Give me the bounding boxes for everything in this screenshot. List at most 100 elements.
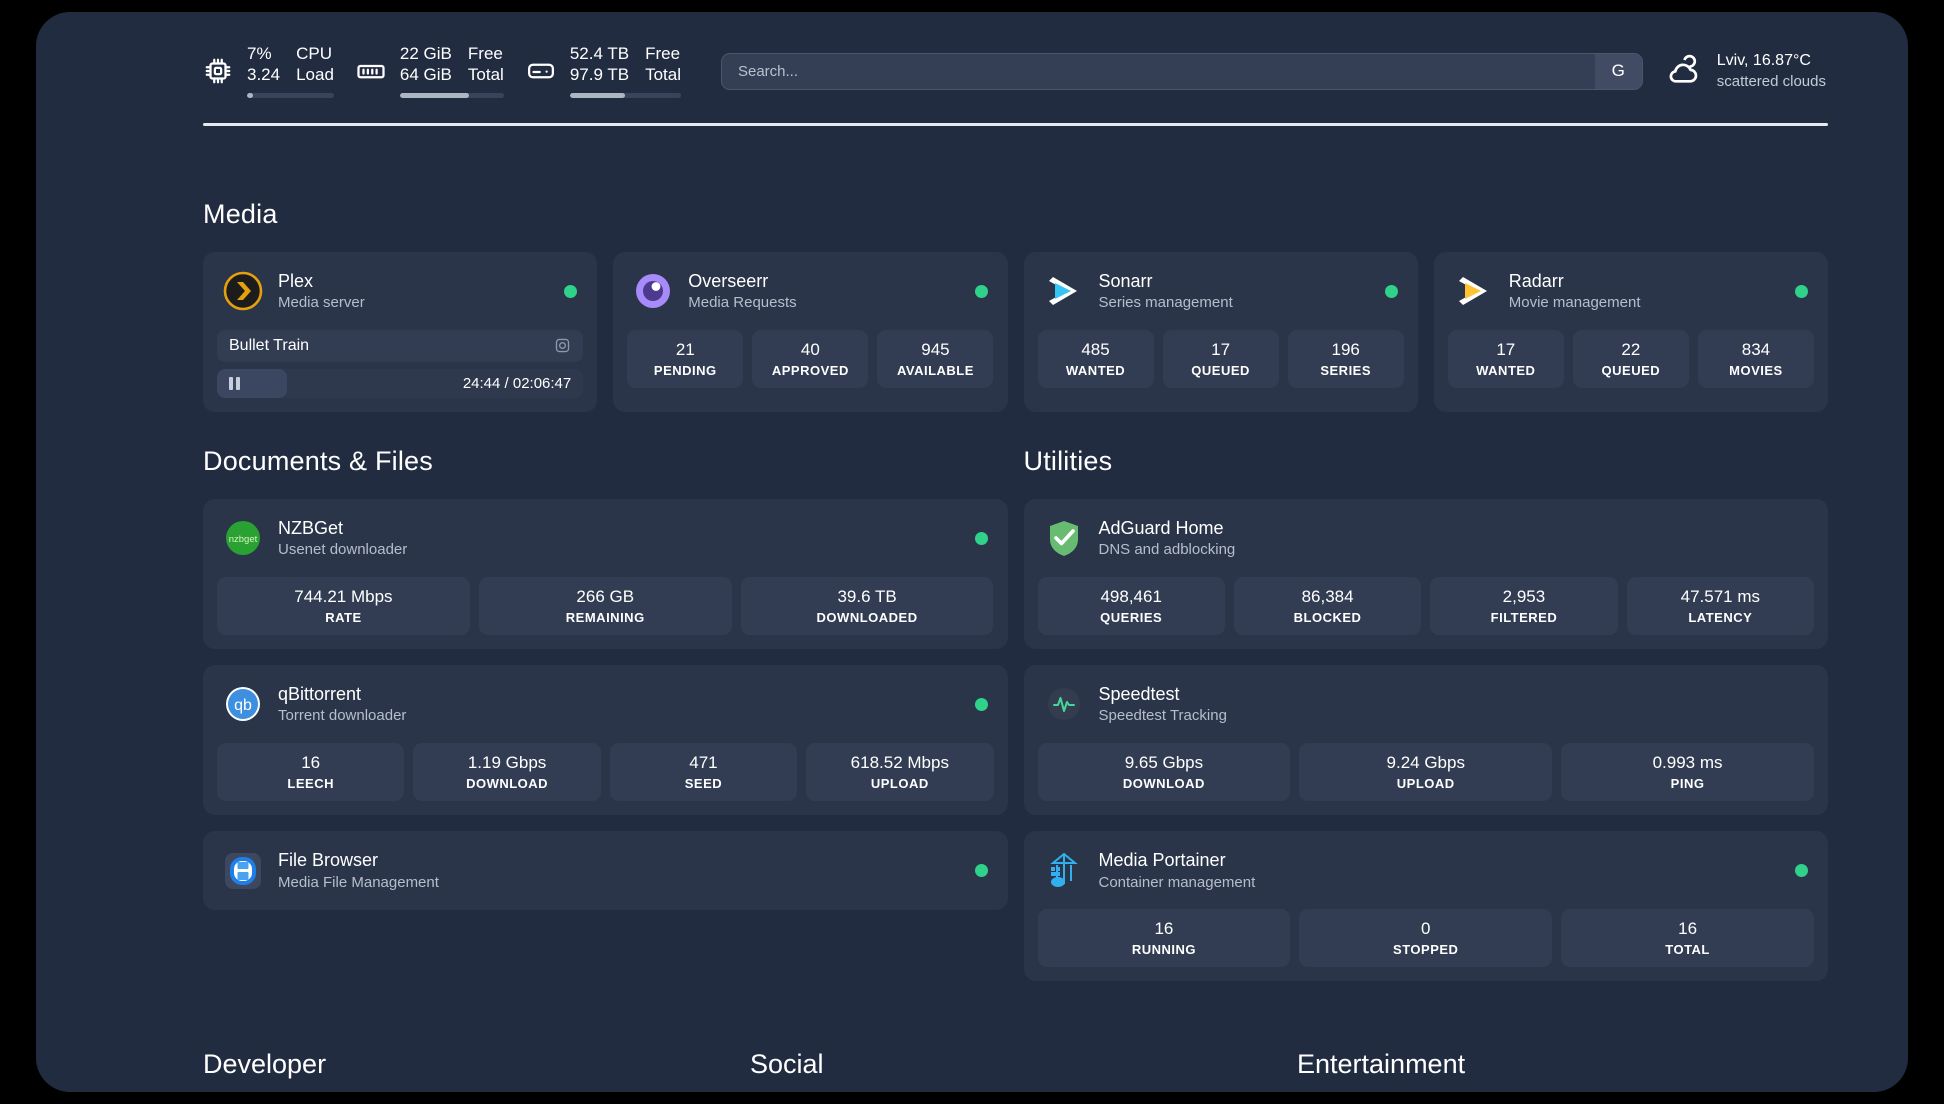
search-bar[interactable]: G	[720, 52, 1643, 90]
qbittorrent-name: qBittorrent	[278, 684, 362, 705]
portainer-desc: Container management	[1098, 873, 1256, 891]
overseerr-desc: Media Requests	[688, 294, 797, 312]
stat-value: 39.6 TB	[837, 586, 897, 606]
qbittorrent-icon: qb	[223, 684, 263, 724]
pause-icon[interactable]	[229, 376, 240, 390]
media-section: Media Plex Media server	[203, 199, 1828, 412]
memory-usage-bar	[399, 92, 504, 98]
portainer-icon	[1044, 851, 1084, 891]
search-engine-button[interactable]: G	[1594, 53, 1642, 89]
bookmarks-section: Developer GH Github github.com SO StackO…	[203, 1049, 1828, 1092]
bookmark-group-entertainment: Entertainment YT YouTube youtube.com NF …	[1297, 1049, 1828, 1092]
plex-card[interactable]: Plex Media server Bullet Train	[203, 252, 598, 412]
stat-label: QUEUED	[1191, 363, 1250, 379]
stat-value: 17	[1211, 339, 1231, 359]
radarr-card[interactable]: Radarr Movie management 17 WANTED 22 QUE…	[1433, 252, 1828, 412]
sonarr-card[interactable]: Sonarr Series management 485 WANTED 17 Q…	[1023, 252, 1418, 412]
stat-label: LATENCY	[1688, 610, 1753, 626]
portainer-stat-running: 16 RUNNING	[1037, 909, 1291, 968]
filebrowser-status-dot	[974, 864, 988, 878]
filebrowser-card[interactable]: File Browser Media File Management	[203, 831, 1008, 911]
stat-value: 498,461	[1100, 586, 1162, 606]
qbittorrent-stat-download: 1.19 Gbps DOWNLOAD	[413, 742, 601, 802]
stat-label: REMAINING	[565, 610, 645, 626]
sonarr-name: Sonarr	[1098, 271, 1153, 291]
stat-value: 0.993 ms	[1652, 752, 1723, 772]
stat-label: LEECH	[287, 776, 334, 792]
adguard-stat-filtered: 2,953 FILTERED	[1430, 576, 1618, 636]
utilities-section: Utilities AdGuard Home	[1023, 445, 1828, 982]
stat-value: 17	[1496, 339, 1516, 359]
stat-label: BLOCKED	[1293, 610, 1362, 626]
filebrowser-name: File Browser	[278, 850, 379, 871]
adguard-card[interactable]: AdGuard Home DNS and adblocking 498,461 …	[1023, 498, 1828, 650]
qbittorrent-desc: Torrent downloader	[278, 707, 407, 725]
sonarr-stat-queued: 17 QUEUED	[1162, 329, 1279, 389]
search-input[interactable]	[721, 53, 1595, 89]
stat-value: 2,953	[1502, 586, 1546, 606]
stat-label: SEED	[684, 776, 723, 792]
memory-used: 22 GiB	[399, 44, 452, 64]
svg-text:nzbget: nzbget	[229, 534, 258, 545]
speedtest-stat-download: 9.65 Gbps DOWNLOAD	[1037, 742, 1291, 802]
plex-status-dot	[564, 284, 578, 298]
nzbget-name: NZBGet	[278, 517, 344, 538]
stat-value: 16	[1678, 919, 1698, 939]
documents-section-title: Documents & Files	[203, 445, 433, 476]
header-divider	[203, 123, 1828, 126]
dashboard-header: 7% 3.24 CPU Load	[203, 32, 1828, 110]
speedtest-card[interactable]: Speedtest Speedtest Tracking 9.65 Gbps D…	[1023, 665, 1828, 816]
stat-label: RATE	[325, 610, 362, 626]
overseerr-stat-available: 945 AVAILABLE	[877, 329, 994, 389]
portainer-name: Media Portainer	[1098, 850, 1226, 871]
disk-stat-block: 52.4 TB 97.9 TB Free Total	[569, 44, 681, 98]
radarr-stat-movies: 834 MOVIES	[1697, 329, 1814, 389]
sonarr-icon	[1044, 271, 1084, 311]
stat-value: 196	[1331, 339, 1360, 359]
speedtest-stat-upload: 9.24 Gbps UPLOAD	[1299, 742, 1553, 802]
sonarr-stat-wanted: 485 WANTED	[1037, 329, 1154, 389]
overseerr-card[interactable]: Overseerr Media Requests 21 PENDING 40 A…	[613, 252, 1008, 412]
cpu-icon	[203, 56, 233, 86]
adguard-stat-latency: 47.571 ms LATENCY	[1626, 576, 1814, 636]
cpu-usage-bar	[247, 92, 334, 98]
overseerr-status-dot	[974, 284, 988, 298]
plex-playback-time: 24:44 / 02:06:47	[462, 374, 572, 392]
nzbget-desc: Usenet downloader	[278, 541, 408, 559]
stat-label: DOWNLOAD	[1122, 776, 1205, 792]
memory-icon	[356, 56, 386, 86]
stat-label: WANTED	[1476, 363, 1536, 379]
stat-value: 618.52 Mbps	[850, 752, 949, 772]
plex-name: Plex	[278, 271, 314, 291]
sonarr-stat-series: 196 SERIES	[1287, 329, 1404, 389]
radarr-desc: Movie management	[1508, 294, 1641, 312]
file-browser-icon	[223, 851, 263, 891]
stat-value: 9.65 Gbps	[1124, 752, 1204, 772]
stat-label: AVAILABLE	[896, 363, 974, 379]
disk-label-top: Free	[645, 44, 681, 64]
gear-icon[interactable]	[554, 337, 571, 354]
portainer-stat-stopped: 0 STOPPED	[1299, 909, 1553, 968]
adguard-name: AdGuard Home	[1098, 517, 1224, 538]
nzbget-stat-rate: 744.21 Mbps RATE	[217, 576, 470, 636]
nzbget-stat-remaining: 266 GB REMAINING	[478, 576, 732, 636]
overseerr-name: Overseerr	[688, 271, 769, 291]
qbittorrent-card[interactable]: qb qBittorrent Torrent downloader	[203, 665, 1008, 816]
stat-value: 744.21 Mbps	[294, 586, 393, 606]
stat-label: FILTERED	[1490, 610, 1558, 626]
plex-now-playing-title-row[interactable]: Bullet Train	[217, 329, 584, 362]
cloud-icon	[1665, 52, 1703, 90]
nzbget-card[interactable]: nzbget NZBGet Usenet downloader 74	[203, 498, 1008, 650]
utilities-section-title: Utilities	[1023, 445, 1113, 476]
stat-value: 16	[301, 752, 321, 772]
bookmark-group-title: Developer	[203, 1049, 327, 1080]
portainer-card[interactable]: Media Portainer Container management 16 …	[1023, 831, 1828, 982]
speedtest-name: Speedtest	[1098, 684, 1180, 705]
adguard-stat-queries: 498,461 QUERIES	[1037, 576, 1225, 636]
stat-label: MOVIES	[1729, 363, 1783, 379]
filebrowser-desc: Media File Management	[278, 873, 439, 891]
plex-now-playing-title: Bullet Train	[229, 336, 310, 354]
plex-progress-bar[interactable]: 24:44 / 02:06:47	[217, 368, 584, 398]
svg-text:qb: qb	[234, 697, 252, 714]
bookmark-group-developer: Developer GH Github github.com SO StackO…	[203, 1049, 734, 1092]
